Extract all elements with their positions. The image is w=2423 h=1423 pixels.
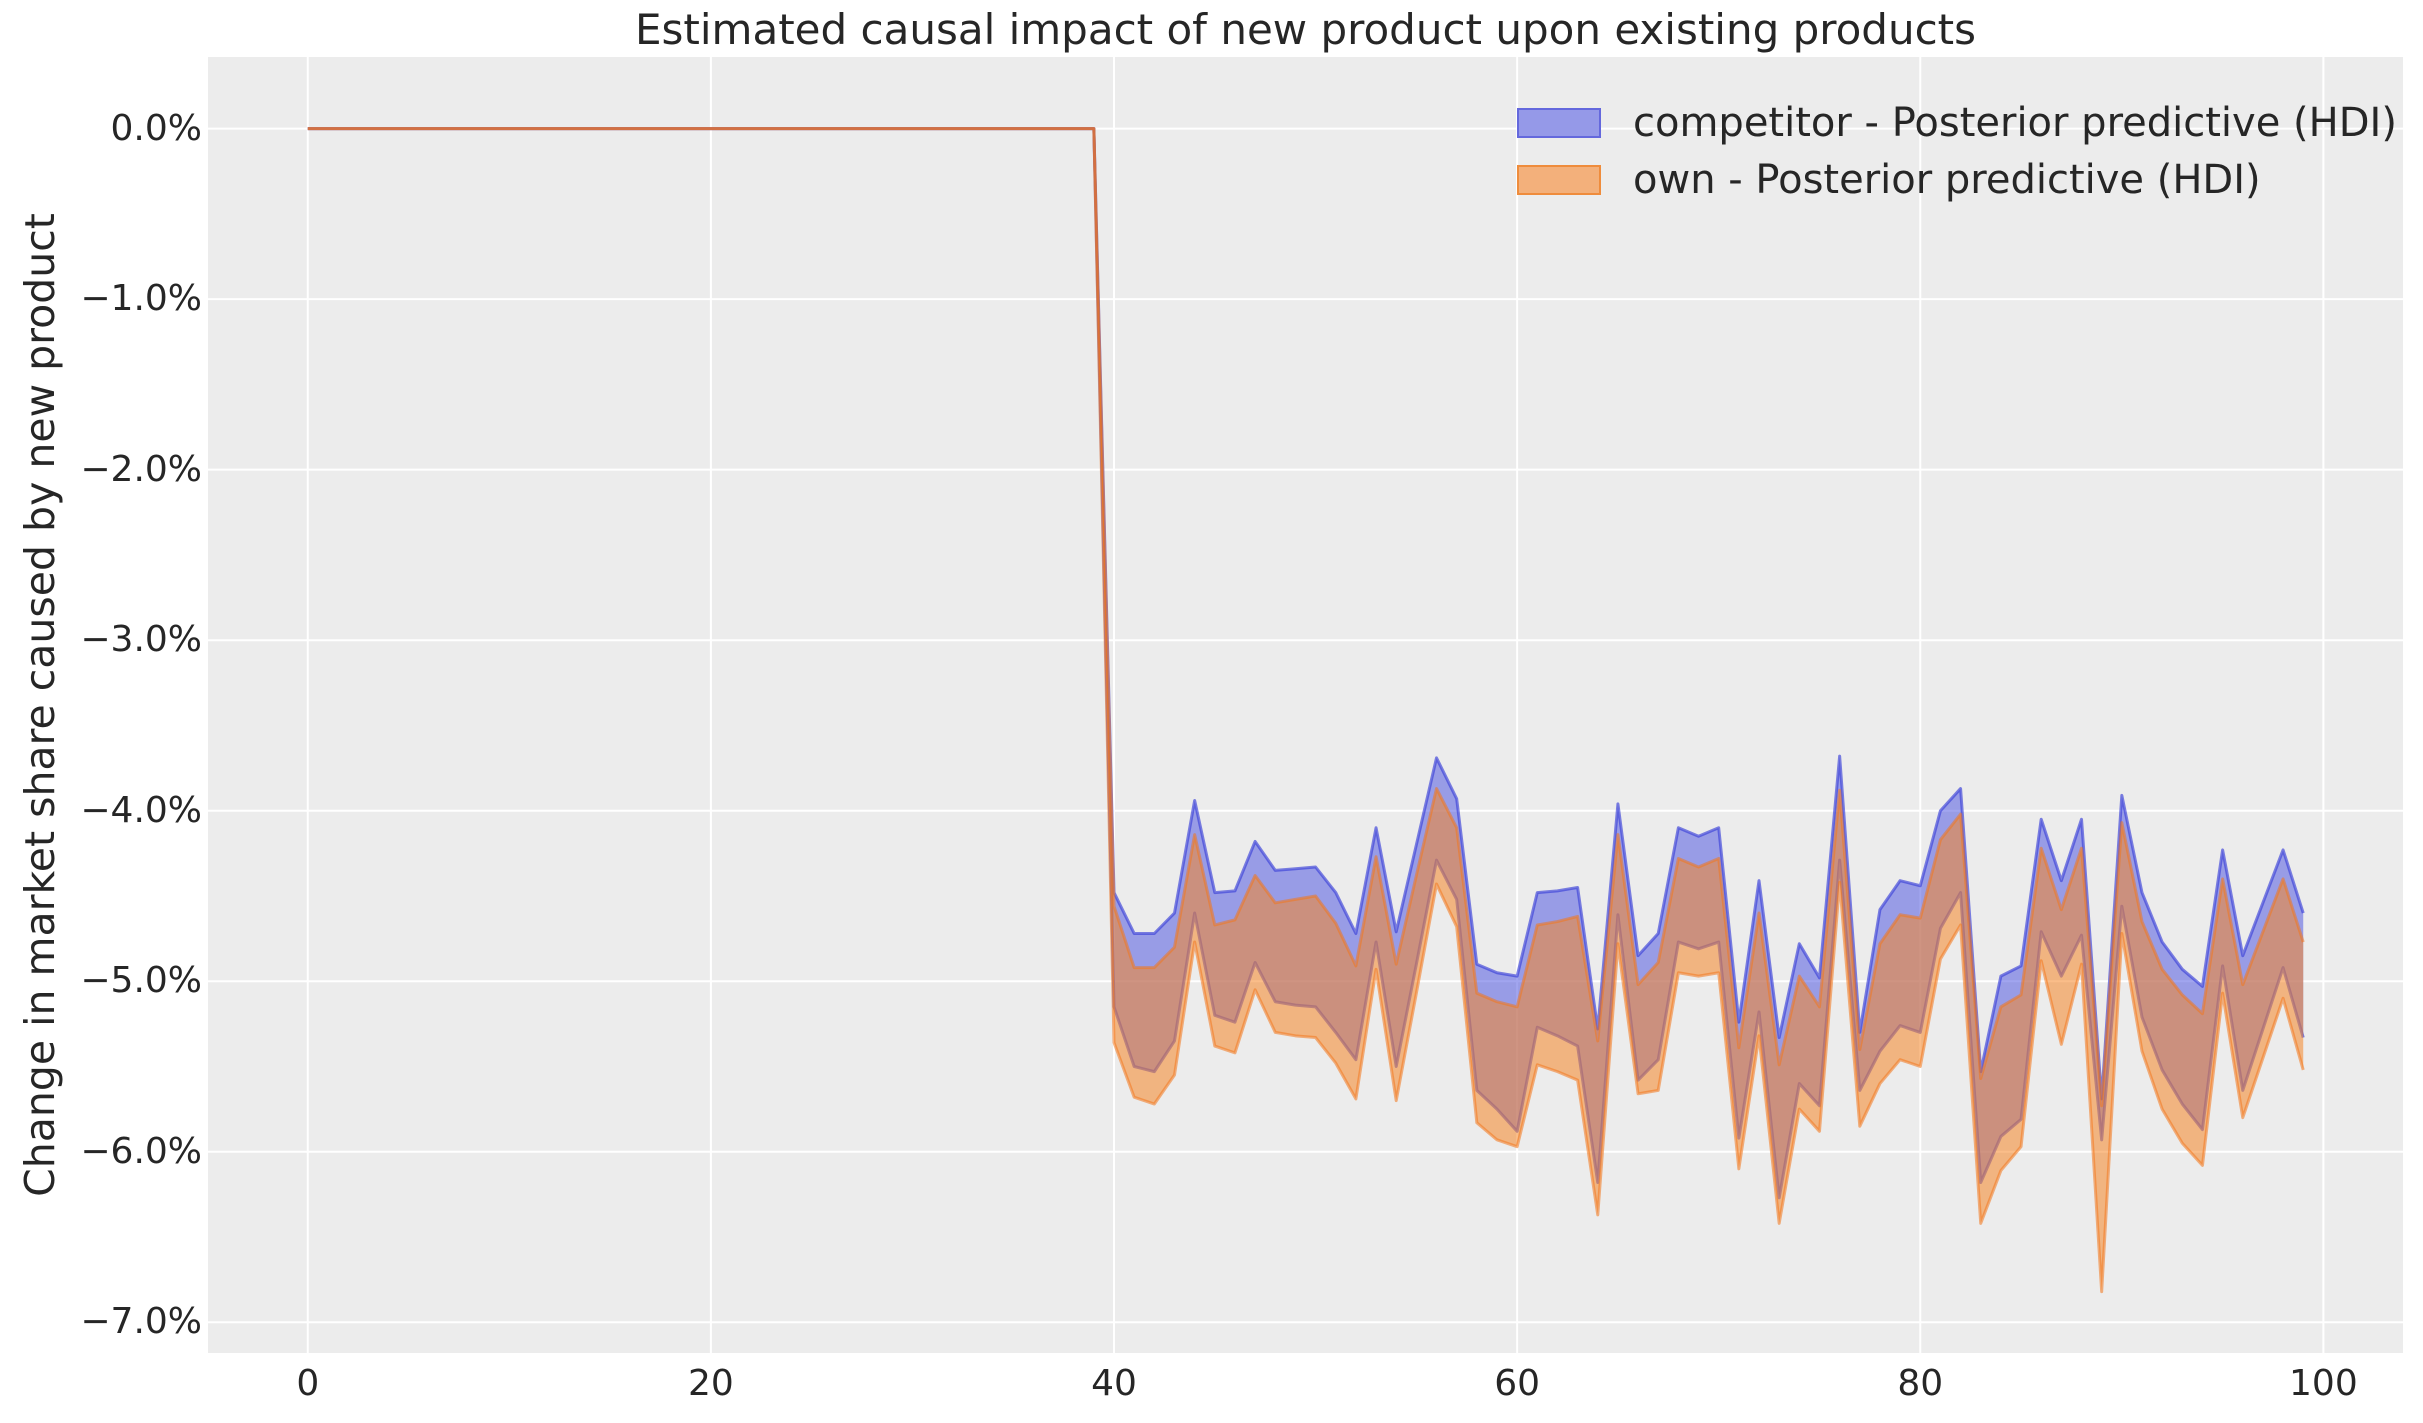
legend: competitor - Posterior predictive (HDI) … [1517, 99, 2397, 204]
y-tick-label--6: −6.0% [80, 1130, 202, 1172]
legend-item-own: own - Posterior predictive (HDI) [1517, 156, 2397, 204]
own-lower-edge [307, 127, 2305, 1294]
plot-background [208, 57, 2403, 1353]
own-hdi-band [307, 128, 2304, 1292]
legend-label-own: own - Posterior predictive (HDI) [1633, 157, 2261, 203]
y-tick-label-0: 0.0% [110, 107, 202, 149]
y-tick-label--2: −2.0% [80, 448, 202, 490]
y-tick-label--4: −4.0% [80, 789, 202, 831]
y-tick-label--1: −1.0% [80, 278, 202, 320]
competitor-band-swatch-icon [1517, 108, 1601, 138]
y-tick-label--5: −5.0% [80, 960, 202, 1002]
x-tick-label-100: 100 [2289, 1363, 2358, 1404]
x-tick-label-20: 20 [687, 1363, 734, 1404]
x-tick-label-40: 40 [1091, 1363, 1137, 1404]
own-band-swatch-icon [1517, 165, 1601, 195]
y-tick-label--7: −7.0% [80, 1301, 202, 1343]
legend-label-competitor: competitor - Posterior predictive (HDI) [1633, 100, 2397, 146]
y-tick-label--3: −3.0% [80, 619, 202, 661]
x-tick-label-0: 0 [296, 1363, 320, 1404]
legend-item-competitor: competitor - Posterior predictive (HDI) [1517, 99, 2397, 147]
x-tick-label-80: 80 [1897, 1363, 1944, 1404]
chart-title: Estimated causal impact of new product u… [634, 5, 1977, 54]
x-tick-label-60: 60 [1494, 1363, 1541, 1404]
